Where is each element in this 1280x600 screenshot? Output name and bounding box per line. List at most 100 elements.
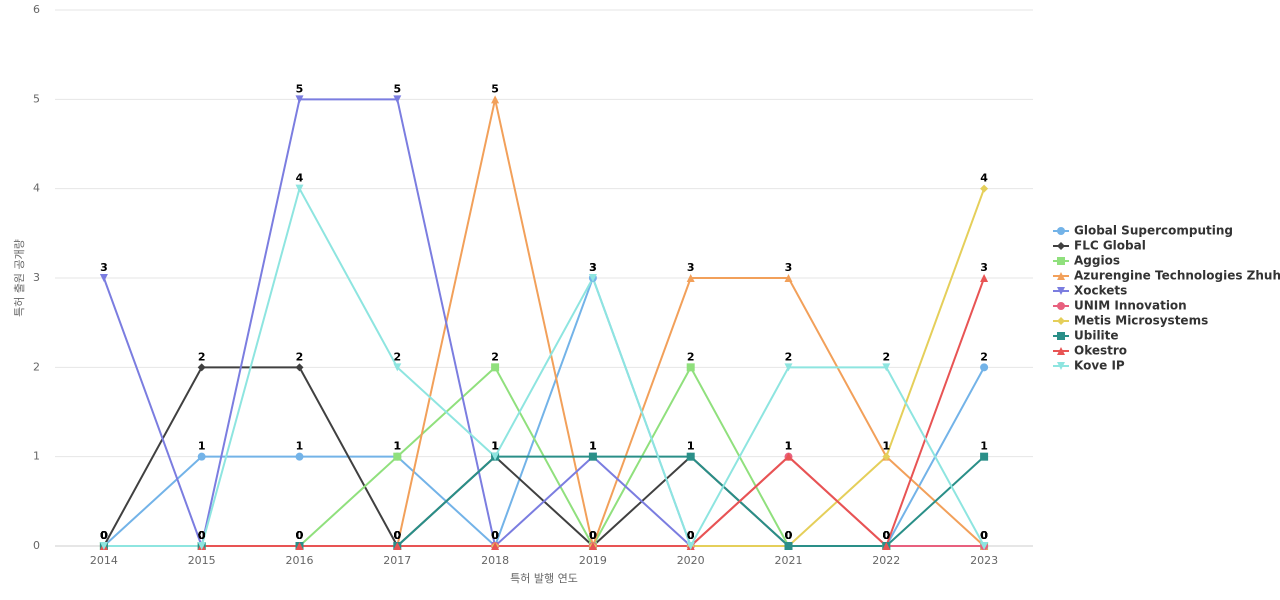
data-label: 3 xyxy=(589,261,597,274)
data-label: 0 xyxy=(198,529,206,542)
data-label: 1 xyxy=(785,440,793,453)
data-label: 0 xyxy=(198,529,206,542)
data-label: 0 xyxy=(491,529,499,542)
data-label: 0 xyxy=(687,529,695,542)
y-tick-label: 6 xyxy=(33,3,40,16)
data-label: 0 xyxy=(296,529,304,542)
data-label: 1 xyxy=(589,440,597,453)
marker xyxy=(784,542,793,550)
data-label: 1 xyxy=(687,440,695,453)
data-label: 1 xyxy=(882,440,890,453)
x-tick-label: 2020 xyxy=(677,554,705,567)
data-label: 2 xyxy=(882,350,890,363)
data-label: 1 xyxy=(589,440,597,453)
x-tick-label: 2023 xyxy=(970,554,998,567)
data-label: 0 xyxy=(100,529,108,542)
marker xyxy=(686,274,695,282)
data-label: 0 xyxy=(100,529,108,542)
data-label: 0 xyxy=(491,529,499,542)
data-label: 0 xyxy=(100,529,108,542)
marker xyxy=(588,452,597,461)
legend-label: Kove IP xyxy=(1074,359,1125,373)
data-label: 3 xyxy=(100,261,108,274)
x-tick-label: 2018 xyxy=(481,554,509,567)
marker xyxy=(491,95,500,104)
marker xyxy=(882,452,891,461)
marker xyxy=(295,95,304,104)
marker xyxy=(393,95,402,104)
x-axis-label: 특허 발행 연도 xyxy=(510,572,578,585)
data-label: 0 xyxy=(100,529,108,542)
data-label: 0 xyxy=(589,529,597,542)
data-label: 2 xyxy=(491,350,499,363)
data-label: 1 xyxy=(393,440,401,453)
data-label: 0 xyxy=(198,529,206,542)
data-label: 0 xyxy=(198,529,206,542)
data-label: 2 xyxy=(785,350,793,363)
marker xyxy=(784,274,793,282)
legend-label: Ubilite xyxy=(1074,329,1119,343)
data-label: 0 xyxy=(687,529,695,542)
marker xyxy=(980,184,989,193)
data-label: 0 xyxy=(491,529,499,542)
data-label: 3 xyxy=(687,261,695,274)
legend-label: Azurengine Technologies Zhuhai xyxy=(1074,269,1280,283)
series-line xyxy=(103,277,986,548)
y-axis-label: 특허 출원 공개량 xyxy=(13,239,26,317)
data-label: 0 xyxy=(393,529,401,542)
data-label: 1 xyxy=(785,440,793,453)
x-tick-label: 2021 xyxy=(775,554,803,567)
data-label: 0 xyxy=(785,529,793,542)
data-label: 0 xyxy=(882,529,890,542)
data-label: 1 xyxy=(491,440,499,453)
data-label: 0 xyxy=(882,529,890,542)
legend-label: Okestro xyxy=(1074,344,1127,358)
marker xyxy=(588,542,597,550)
y-tick-label: 3 xyxy=(33,271,40,284)
data-label: 0 xyxy=(882,529,890,542)
data-label: 0 xyxy=(882,529,890,542)
legend-marker xyxy=(1057,317,1065,325)
x-tick-label: 2014 xyxy=(90,554,118,567)
legend-marker xyxy=(1057,362,1065,370)
data-label: 1 xyxy=(980,440,988,453)
data-label: 2 xyxy=(687,350,695,363)
legend-label: Metis Microsystems xyxy=(1074,314,1208,328)
data-label: 0 xyxy=(882,529,890,542)
data-label: 0 xyxy=(589,529,597,542)
x-tick-label: 2015 xyxy=(188,554,216,567)
data-label: 1 xyxy=(393,440,401,453)
data-label: 1 xyxy=(687,440,695,453)
data-label: 0 xyxy=(589,529,597,542)
legend-marker xyxy=(1057,332,1065,340)
data-label: 0 xyxy=(296,529,304,542)
marker xyxy=(980,274,989,282)
marker xyxy=(491,542,500,550)
legend-label: Global Supercomputing xyxy=(1074,224,1233,238)
marker xyxy=(99,274,108,282)
data-label: 0 xyxy=(491,529,499,542)
data-label: 0 xyxy=(882,529,890,542)
data-label: 2 xyxy=(980,350,988,363)
data-label: 0 xyxy=(687,529,695,542)
marker xyxy=(980,542,989,550)
data-label: 5 xyxy=(296,82,304,95)
y-tick-label: 2 xyxy=(33,360,40,373)
marker xyxy=(295,452,304,461)
data-label: 0 xyxy=(589,529,597,542)
data-label: 0 xyxy=(100,529,108,542)
data-label: 0 xyxy=(980,529,988,542)
data-label: 2 xyxy=(393,350,401,363)
data-label: 1 xyxy=(198,440,206,453)
marker xyxy=(393,363,402,372)
data-label: 1 xyxy=(491,440,499,453)
data-label: 0 xyxy=(785,529,793,542)
marker xyxy=(295,184,304,193)
data-label: 0 xyxy=(785,529,793,542)
data-label: 0 xyxy=(296,529,304,542)
marker xyxy=(882,363,891,372)
data-label: 2 xyxy=(198,350,206,363)
marker xyxy=(882,542,891,550)
data-label: 0 xyxy=(687,529,695,542)
